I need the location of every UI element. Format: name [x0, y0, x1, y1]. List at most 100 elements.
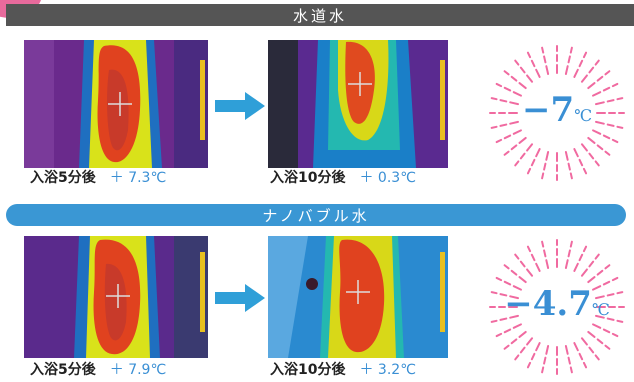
burst-ray	[582, 361, 588, 369]
burst-ray	[595, 101, 605, 106]
burst-ray	[592, 285, 602, 291]
section-header-tap-water: 水道水	[6, 4, 634, 26]
burst-ray	[514, 59, 520, 66]
burst-ray	[514, 354, 520, 361]
burst-ray	[587, 276, 596, 284]
burst-ray	[509, 295, 519, 300]
section-header-nano-bubble-water: ナノバブル水	[6, 204, 626, 226]
burst-ray	[587, 330, 596, 338]
result-burst: −4.7℃	[488, 238, 626, 376]
caption-value: ＋ 7.3℃	[109, 170, 167, 186]
burst-ray	[595, 120, 605, 125]
burst-ray	[611, 138, 619, 144]
burst-ray	[499, 123, 508, 127]
burst-ray	[594, 354, 600, 361]
burst-ray	[518, 136, 527, 144]
caption-label: 入浴10分後	[270, 362, 346, 378]
caption-after: 入浴10分後 ＋ 3.2℃	[270, 358, 416, 380]
burst-ray	[519, 152, 526, 160]
result-value: −4.7℃	[488, 284, 626, 324]
burst-ray	[616, 291, 624, 295]
burst-ray	[543, 249, 547, 258]
burst-ray	[512, 323, 522, 329]
burst-ray	[616, 125, 624, 129]
burst-ray	[569, 172, 573, 180]
burst-ray	[596, 144, 604, 151]
burst-ray	[499, 293, 508, 297]
burst-ray	[569, 46, 573, 54]
result-number: −4.7	[504, 284, 592, 324]
burst-ray	[526, 74, 534, 83]
burst-ray	[530, 158, 536, 167]
burst-ray	[596, 269, 604, 276]
burst-ray	[499, 99, 508, 103]
burst-ray	[594, 253, 600, 260]
burst-ray	[509, 120, 519, 125]
burst-ray	[545, 151, 550, 161]
burst-ray	[514, 253, 520, 260]
burst-ray	[595, 295, 605, 300]
caption-value: ＋ 0.3℃	[359, 170, 416, 186]
burst-ray	[578, 352, 584, 361]
caption-label: 入浴5分後	[30, 170, 96, 186]
burst-ray	[616, 319, 624, 323]
burst-ray	[490, 319, 498, 323]
burst-ray	[573, 68, 579, 78]
burst-ray	[503, 150, 510, 156]
burst-ray	[503, 70, 510, 76]
burst-ray	[604, 344, 611, 350]
burst-ray	[616, 97, 624, 101]
burst-ray	[587, 136, 596, 144]
burst-ray	[588, 152, 595, 160]
burst-ray	[606, 99, 615, 103]
starburst-icon	[489, 239, 625, 375]
burst-ray	[606, 317, 615, 321]
burst-ray	[602, 280, 611, 286]
burst-ray	[526, 51, 532, 59]
burst-ray	[582, 245, 588, 253]
thermal-image-after	[268, 236, 448, 358]
burst-ray	[541, 172, 545, 180]
burst-ray	[594, 59, 600, 66]
burst-ray	[564, 259, 569, 269]
burst-ray	[512, 285, 522, 291]
burst-ray	[503, 86, 512, 92]
burst-ray	[573, 148, 579, 158]
burst-ray	[503, 280, 512, 286]
burst-ray	[602, 86, 611, 92]
burst-ray	[499, 317, 508, 321]
burst-ray	[564, 65, 569, 75]
burst-ray	[543, 356, 547, 365]
burst-ray	[512, 91, 522, 97]
burst-ray	[526, 167, 532, 175]
burst-ray	[535, 262, 541, 272]
burst-ray	[543, 162, 547, 171]
burst-ray	[578, 253, 584, 262]
burst-ray	[611, 332, 619, 338]
burst-ray	[495, 138, 503, 144]
burst-ray	[541, 240, 545, 248]
burst-ray	[592, 323, 602, 329]
result-value: −7℃	[488, 90, 626, 130]
caption-value: ＋ 3.2℃	[359, 362, 416, 378]
burst-ray	[526, 361, 532, 369]
burst-ray	[604, 264, 611, 270]
starburst-icon	[489, 45, 625, 181]
burst-ray	[510, 338, 518, 345]
burst-ray	[595, 314, 605, 319]
burst-ray	[535, 148, 541, 158]
burst-ray	[503, 344, 510, 350]
burst-ray	[495, 82, 503, 88]
burst-ray	[495, 332, 503, 338]
section-title: ナノバブル水	[262, 206, 370, 225]
burst-ray	[588, 346, 595, 354]
burst-ray	[510, 269, 518, 276]
burst-ray	[519, 346, 526, 354]
burst-ray	[535, 342, 541, 352]
burst-ray	[606, 293, 615, 297]
burst-ray	[573, 342, 579, 352]
burst-ray	[594, 160, 600, 167]
section-title: 水道水	[292, 6, 347, 25]
burst-ray	[514, 160, 520, 167]
burst-ray	[512, 129, 522, 135]
